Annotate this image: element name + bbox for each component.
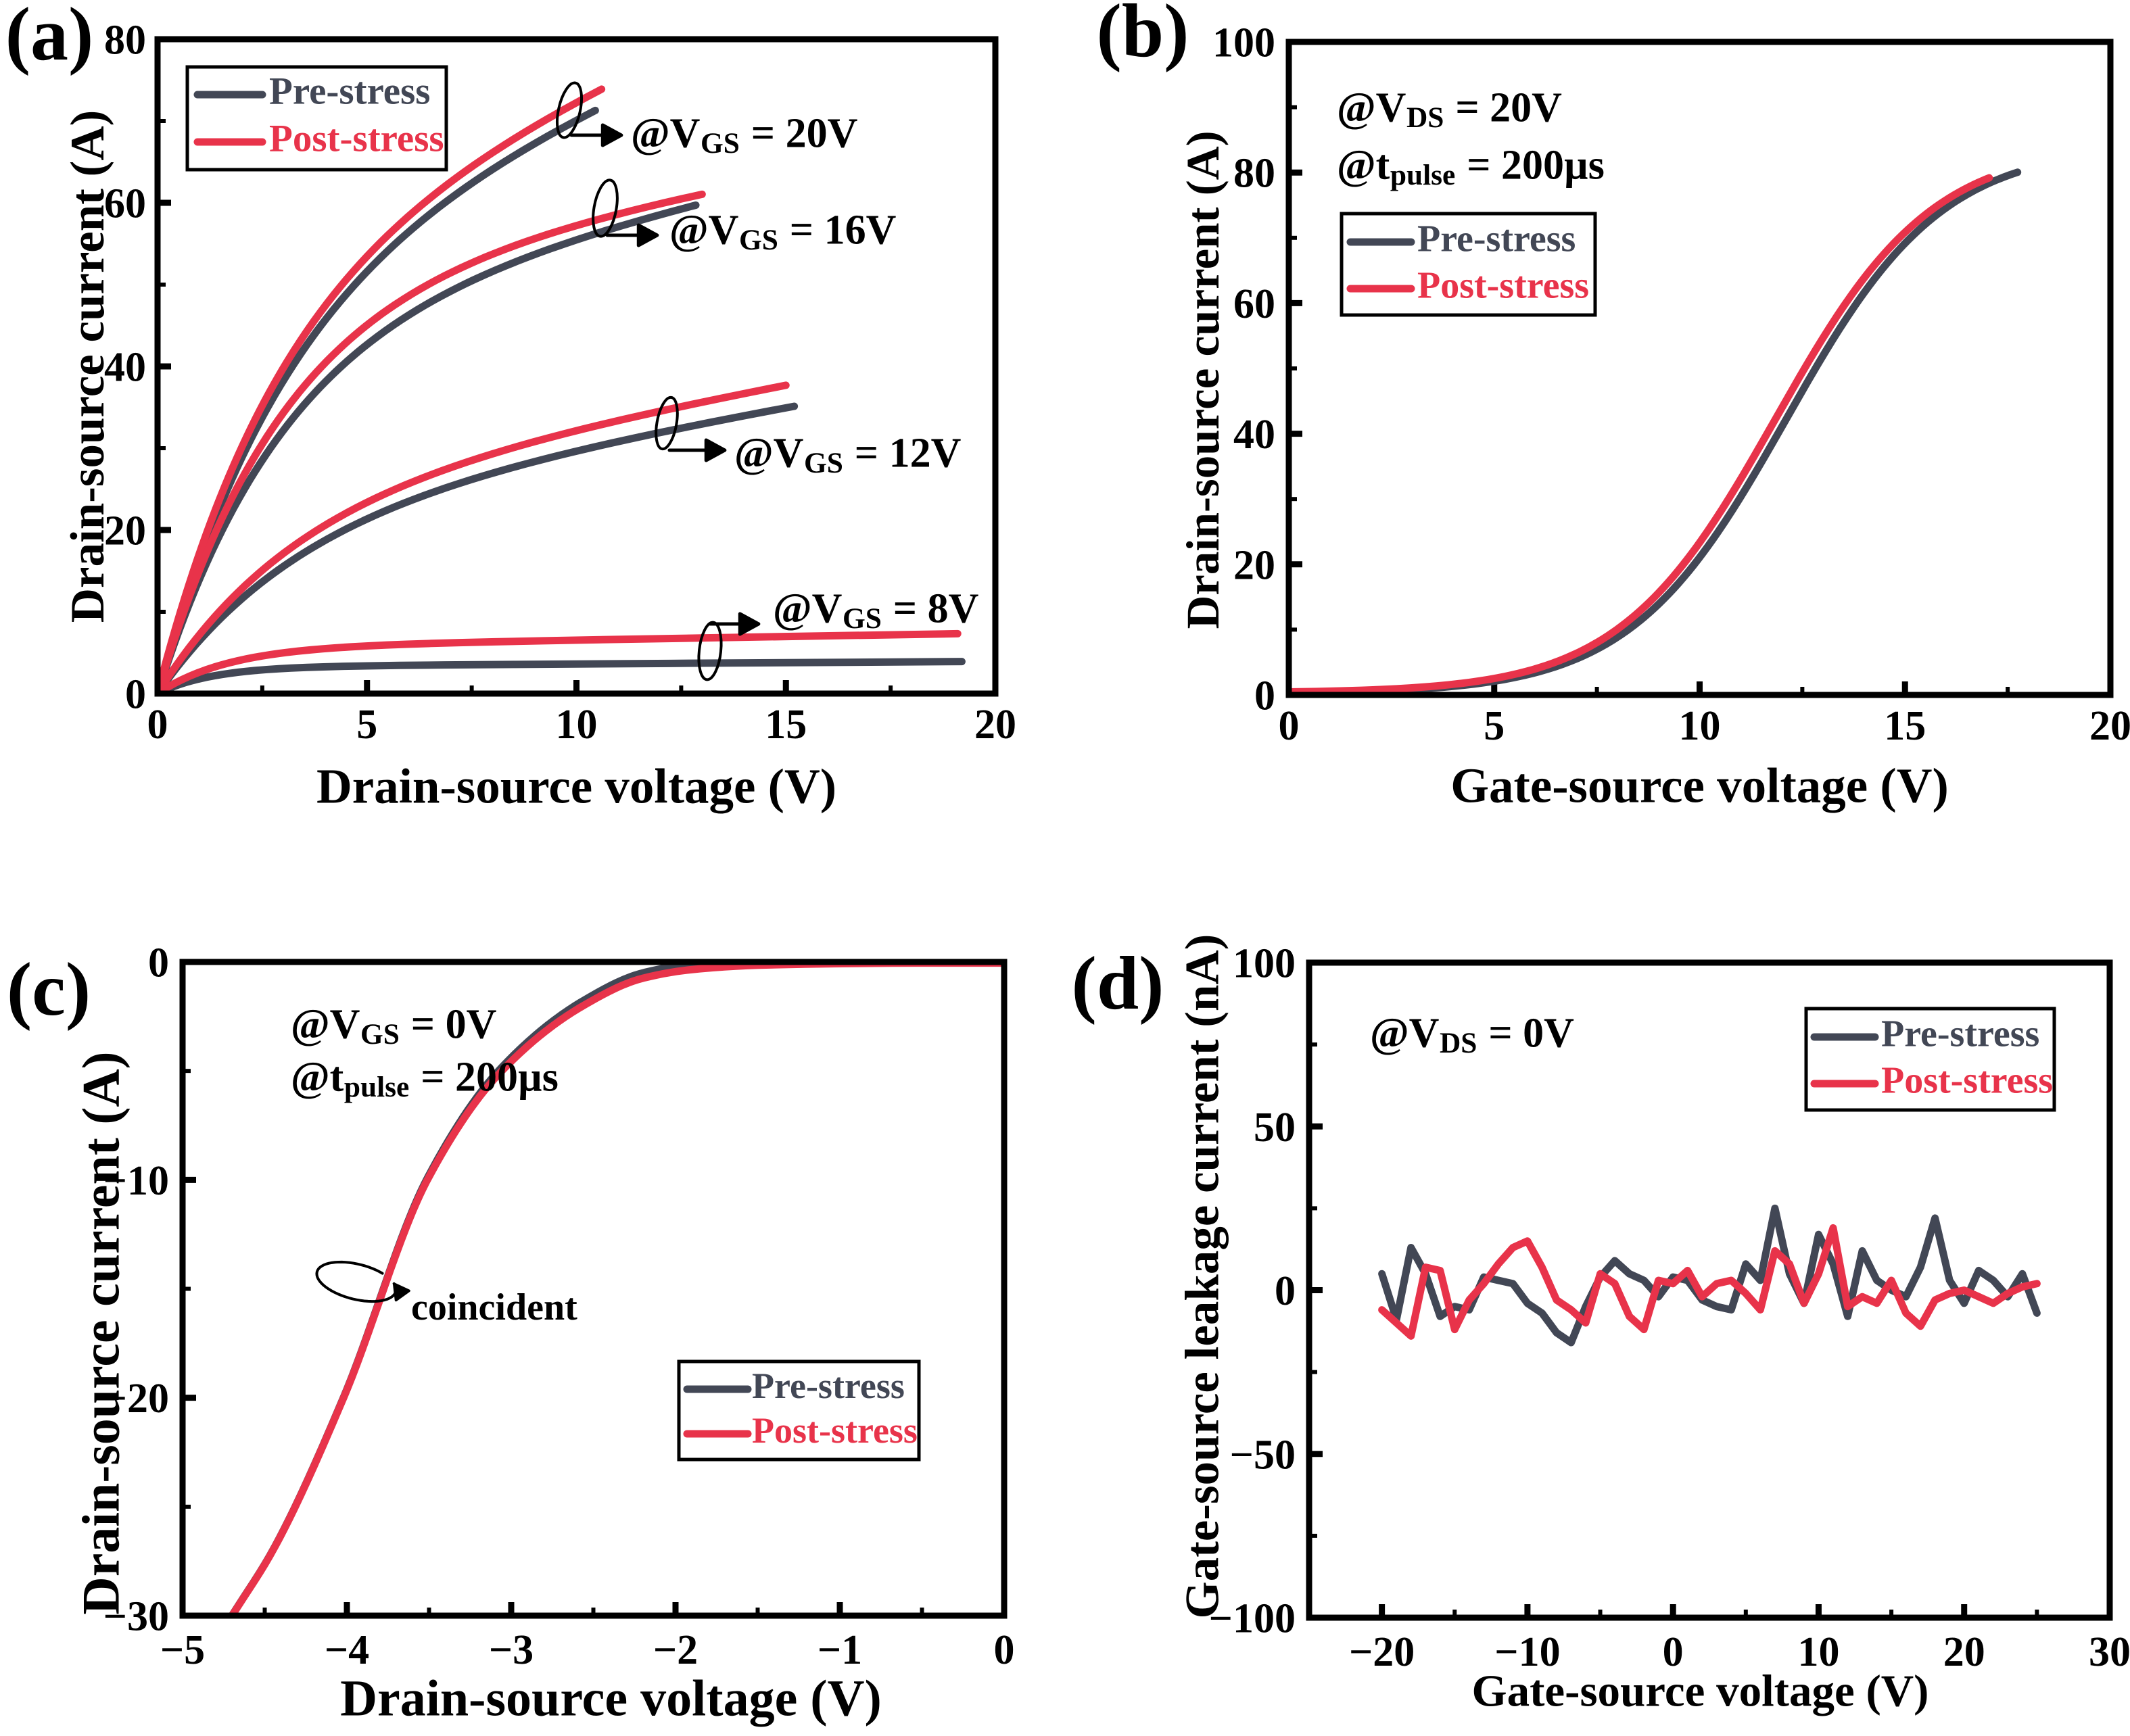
svg-text:@ t =: @ t = 2 0 0 µ s p u l s e — [1337, 142, 1607, 191]
svg-text:−5: −5 — [160, 1627, 205, 1673]
svg-text:Drain-source current (A): Drain-source current (A) — [72, 1051, 131, 1614]
svg-text:−3: −3 — [489, 1627, 534, 1673]
svg-text:Gate-source voltage (V): Gate-source voltage (V) — [1472, 1666, 1929, 1716]
svg-text:0: 0 — [1279, 703, 1300, 749]
svg-text:20: 20 — [1233, 542, 1275, 588]
svg-text:@ V =: @ V = 2 0 V G S — [631, 110, 860, 160]
svg-text:40: 40 — [1233, 412, 1275, 458]
svg-text:Post-stress: Post-stress — [752, 1410, 918, 1451]
svg-text:@ V =: @ V = 0 V D S — [1370, 1010, 1577, 1059]
svg-text:(b): (b) — [1097, 0, 1189, 73]
svg-text:@ V =: @ V = 1 2 V G S — [734, 430, 964, 479]
svg-text:@ V =: @ V = 1 6 V G S — [669, 207, 899, 256]
svg-text:0: 0 — [1663, 1629, 1684, 1675]
svg-text:(c): (c) — [7, 948, 91, 1032]
svg-text:Drain-source voltage (V): Drain-source voltage (V) — [316, 759, 836, 814]
svg-text:80: 80 — [104, 18, 146, 64]
svg-text:30: 30 — [2089, 1629, 2130, 1675]
svg-text:Post-stress: Post-stress — [1881, 1059, 2053, 1101]
svg-text:Post-stress: Post-stress — [1417, 264, 1589, 306]
svg-text:−100: −100 — [1209, 1596, 1296, 1642]
svg-text:Drain-source current (A): Drain-source current (A) — [1177, 130, 1229, 629]
svg-text:@ V =: @ V = 2 0 V D S — [1337, 85, 1565, 134]
svg-text:5: 5 — [1484, 703, 1505, 749]
svg-text:−20: −20 — [1349, 1629, 1415, 1675]
svg-text:−30: −30 — [103, 1594, 169, 1640]
svg-text:0: 0 — [994, 1627, 1015, 1673]
svg-text:15: 15 — [1884, 703, 1926, 749]
svg-text:(a): (a) — [5, 0, 94, 76]
svg-text:(d): (d) — [1072, 942, 1164, 1026]
svg-text:15: 15 — [765, 702, 807, 748]
svg-text:Gate-source voltage (V): Gate-source voltage (V) — [1450, 758, 1949, 813]
svg-text:−2: −2 — [653, 1627, 698, 1673]
svg-text:0: 0 — [147, 702, 168, 748]
svg-text:0: 0 — [1275, 1268, 1296, 1314]
svg-text:Pre-stress: Pre-stress — [1881, 1013, 2039, 1055]
svg-text:10: 10 — [1797, 1629, 1839, 1675]
svg-text:20: 20 — [2089, 703, 2130, 749]
svg-text:Drain-source voltage (V): Drain-source voltage (V) — [340, 1670, 882, 1727]
svg-text:60: 60 — [104, 181, 146, 227]
svg-text:80: 80 — [1233, 151, 1275, 197]
svg-text:5: 5 — [356, 702, 377, 748]
svg-text:@ V =: @ V = 8 V G S — [773, 585, 981, 635]
svg-text:40: 40 — [104, 345, 146, 391]
svg-text:Drain-source current (A): Drain-source current (A) — [62, 110, 114, 623]
svg-text:Post-stress: Post-stress — [269, 118, 444, 160]
svg-text:100: 100 — [1212, 20, 1275, 66]
svg-text:0: 0 — [148, 940, 169, 986]
svg-text:−10: −10 — [1494, 1629, 1560, 1675]
svg-text:50: 50 — [1254, 1105, 1296, 1151]
svg-text:0: 0 — [1254, 673, 1275, 719]
svg-text:60: 60 — [1233, 281, 1275, 327]
svg-text:100: 100 — [1233, 941, 1296, 987]
svg-text:Pre-stress: Pre-stress — [752, 1366, 905, 1406]
svg-text:0: 0 — [125, 672, 146, 718]
svg-text:10: 10 — [1679, 703, 1721, 749]
svg-text:Gate-source leakage current (n: Gate-source leakage current (nA) — [1176, 934, 1229, 1619]
svg-text:−1: −1 — [818, 1627, 862, 1673]
svg-text:10: 10 — [556, 702, 598, 748]
svg-text:Pre-stress: Pre-stress — [1417, 218, 1576, 260]
svg-text:−10: −10 — [103, 1158, 169, 1204]
svg-text:−50: −50 — [1230, 1432, 1296, 1478]
svg-text:coincident: coincident — [411, 1286, 577, 1328]
svg-text:Pre-stress: Pre-stress — [269, 70, 430, 113]
svg-text:@ V =: @ V = 0 V G S — [291, 1001, 499, 1051]
svg-text:20: 20 — [104, 508, 146, 554]
svg-text:−4: −4 — [325, 1627, 369, 1673]
svg-text:−20: −20 — [103, 1376, 169, 1422]
svg-text:20: 20 — [974, 702, 1016, 748]
svg-text:20: 20 — [1943, 1629, 1985, 1675]
svg-text:@ t =: @ t = 2 0 0 µ s p u l s e — [291, 1054, 561, 1103]
